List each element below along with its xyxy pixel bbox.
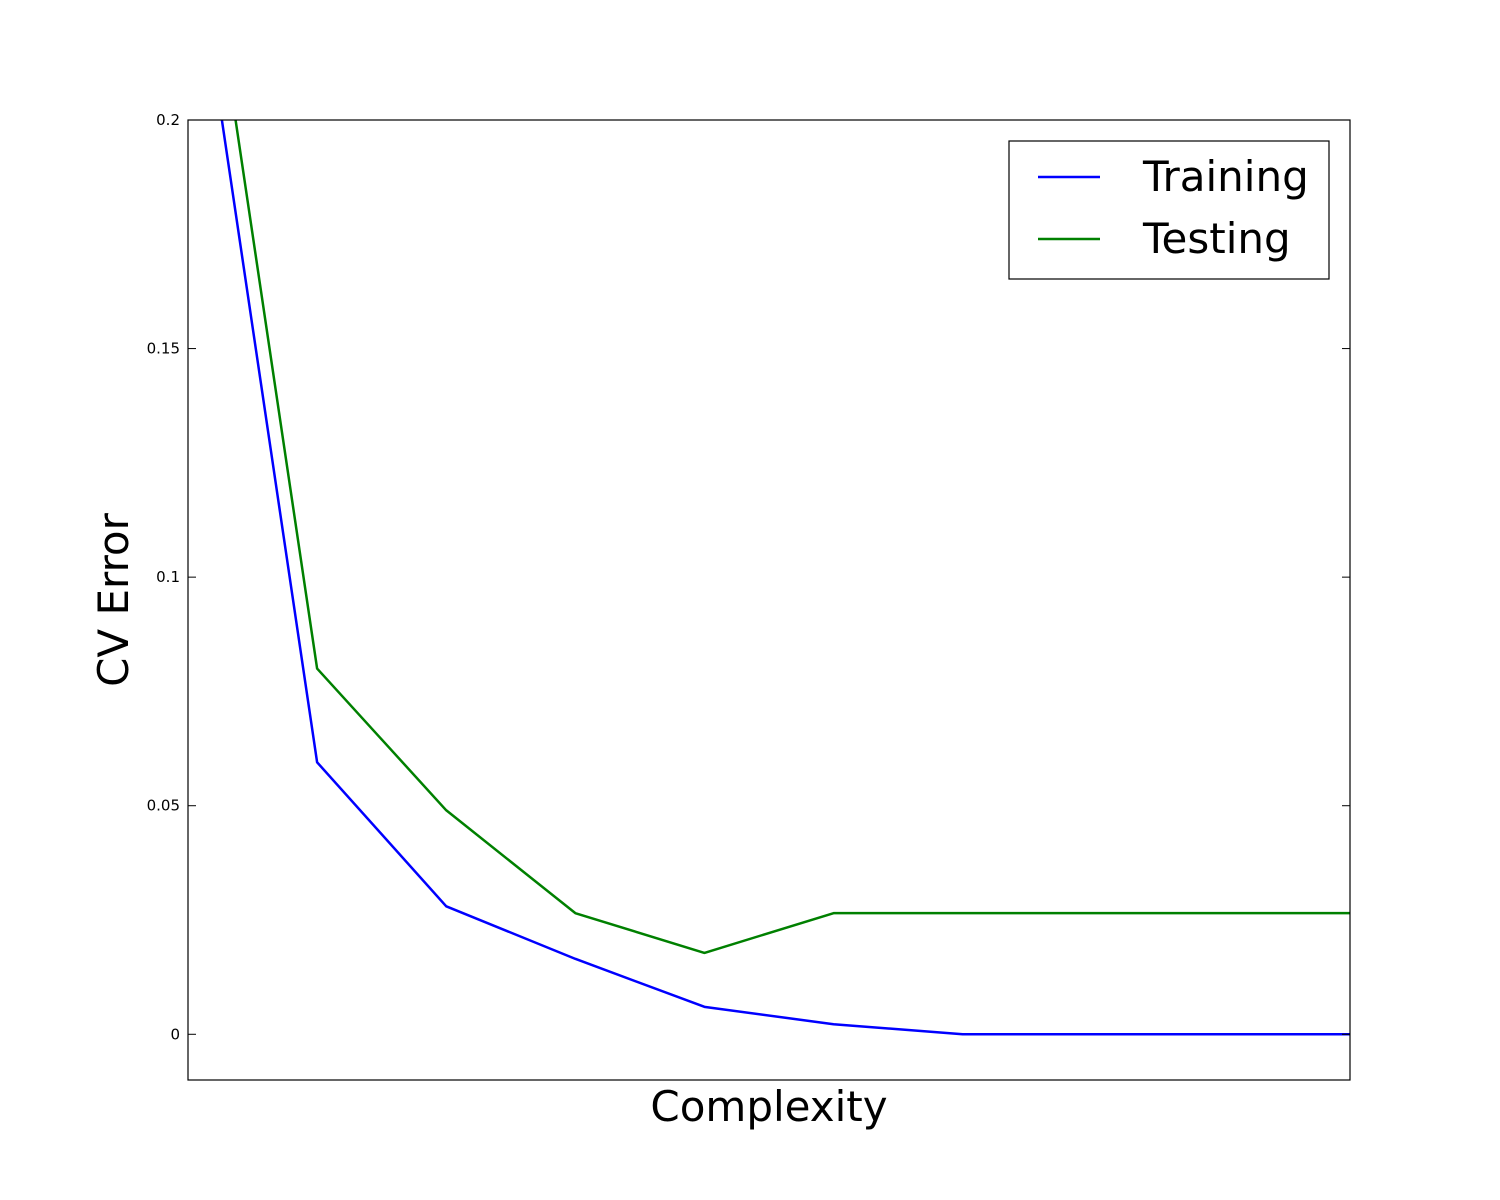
legend-label-testing: Testing [1142, 214, 1291, 263]
y-axis-title: CV Error [89, 512, 138, 687]
y-axis-ticks: 0 0.05 0.1 0.15 0.2 [147, 111, 1350, 1043]
legend-box [1008, 140, 1330, 280]
y-tick-label: 0.05 [147, 797, 180, 815]
y-tick-label: 0.2 [156, 111, 180, 129]
y-tick-label: 0.15 [147, 340, 180, 358]
series-line-training [220, 120, 1350, 1036]
legend: Training Testing [1008, 140, 1330, 280]
x-axis-title: Complexity [650, 1082, 887, 1131]
plot-frame [187, 119, 1351, 1081]
legend-label-training: Training [1142, 152, 1309, 201]
y-tick-label: 0 [170, 1025, 180, 1043]
series-layer [220, 120, 1350, 1036]
y-tick-label: 0.1 [156, 568, 180, 586]
series-line-testing [234, 120, 1350, 955]
